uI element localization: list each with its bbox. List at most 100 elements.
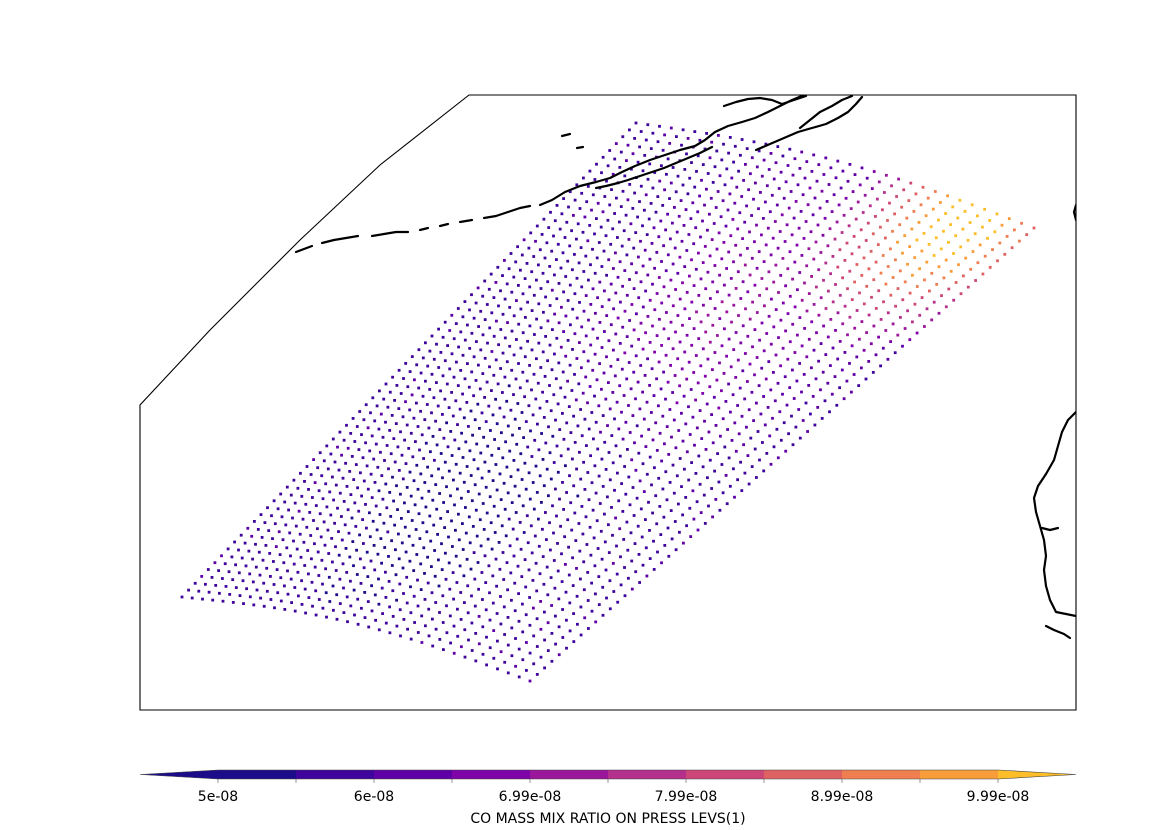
swath-point: [627, 361, 631, 364]
swath-point: [650, 242, 654, 245]
swath-point: [445, 382, 449, 386]
swath-point: [474, 632, 478, 635]
swath-point: [566, 339, 570, 342]
swath-point: [533, 438, 537, 442]
swath-point: [766, 226, 770, 230]
swath-point: [617, 427, 621, 431]
swath-point: [556, 569, 560, 573]
swath-point: [540, 501, 543, 504]
swath-point: [584, 254, 588, 258]
swath-point: [566, 259, 570, 263]
swath-point: [476, 561, 480, 564]
swath-point: [600, 457, 604, 461]
swath-point: [645, 574, 649, 578]
swath-point: [443, 397, 447, 401]
swath-point: [954, 234, 958, 238]
swath-point: [664, 353, 668, 357]
swath-point: [930, 271, 934, 275]
swath-point: [848, 269, 852, 273]
swath-point: [862, 256, 866, 260]
swath-point: [751, 345, 754, 349]
swath-point: [591, 247, 594, 251]
swath-point: [490, 311, 494, 315]
swath-point: [594, 491, 598, 495]
swath-point: [698, 138, 702, 142]
swath-point: [736, 404, 739, 407]
swath-point: [708, 156, 712, 160]
swath-point: [317, 598, 321, 601]
swath-point: [547, 494, 550, 498]
swath-point: [499, 595, 502, 598]
swath-point: [970, 203, 974, 207]
swath-point: [794, 200, 798, 203]
swath-point: [446, 510, 449, 513]
swath-point: [548, 304, 552, 307]
swath-point: [504, 534, 508, 538]
swath-point: [366, 487, 370, 491]
swath-point: [597, 474, 601, 478]
swath-point: [610, 506, 613, 509]
swath-point: [515, 442, 519, 446]
swath-point: [771, 236, 775, 240]
swath-point: [648, 529, 651, 532]
swath-point: [405, 423, 409, 427]
swath-point: [812, 348, 816, 352]
swath-point: [720, 158, 724, 162]
swath-point: [686, 137, 690, 140]
swath-point: [774, 161, 778, 165]
swath-point: [283, 608, 287, 611]
swath-point: [641, 169, 645, 173]
colorbar-tick-label: 6.99e-08: [499, 789, 562, 805]
swath-point: [694, 472, 698, 475]
swath-point: [405, 575, 409, 579]
swath-point: [517, 592, 520, 595]
swath-point: [375, 528, 379, 532]
swath-point: [580, 505, 584, 508]
swath-point: [653, 171, 657, 174]
swath-point: [702, 493, 706, 497]
swath-point: [711, 515, 714, 519]
swath-point: [258, 573, 262, 577]
swath-point: [541, 271, 545, 275]
swath-point: [680, 485, 683, 488]
swath-point: [367, 625, 371, 629]
swath-point: [310, 557, 313, 561]
swath-point: [748, 273, 752, 277]
swath-point: [374, 504, 378, 508]
swath-point: [536, 381, 540, 385]
swath-point: [525, 262, 529, 265]
swath-point: [583, 616, 587, 620]
swath-point: [333, 460, 337, 464]
swath-point: [628, 503, 632, 507]
swath-point: [602, 249, 606, 253]
swath-point: [656, 195, 660, 198]
swath-point: [517, 619, 521, 623]
swath-point: [665, 498, 669, 502]
swath-point: [715, 149, 719, 153]
swath-point: [342, 438, 346, 442]
swath-point: [575, 316, 579, 320]
swath-point: [338, 430, 342, 434]
swath-point: [594, 592, 597, 596]
swath-point: [906, 262, 909, 266]
swath-point: [786, 312, 790, 315]
swath-point: [889, 340, 892, 343]
swath-point: [546, 649, 550, 652]
swath-point: [335, 593, 339, 597]
swath-point: [541, 390, 544, 394]
swath-point: [957, 263, 960, 267]
swath-point: [778, 230, 782, 233]
swath-point: [930, 318, 934, 322]
swath-point: [728, 484, 732, 488]
swath-point: [925, 307, 929, 311]
swath-point: [308, 511, 312, 514]
swath-point: [638, 145, 641, 149]
swath-point: [345, 571, 349, 574]
swath-point: [472, 458, 476, 462]
swath-point: [714, 206, 718, 209]
swath-point: [358, 410, 362, 413]
swath-point: [812, 153, 816, 157]
swath-point: [270, 514, 273, 518]
swath-point: [697, 454, 701, 458]
swath-point: [296, 486, 300, 490]
